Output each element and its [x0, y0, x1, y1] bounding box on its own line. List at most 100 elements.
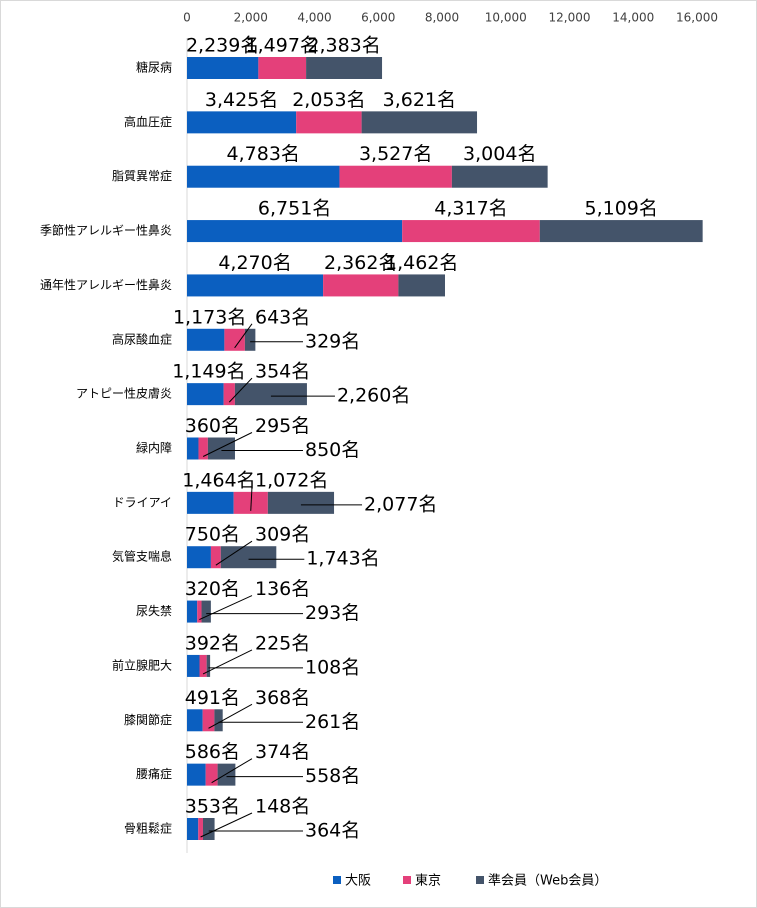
leader-line — [215, 540, 253, 566]
category-label: ドライアイ — [113, 495, 172, 509]
bar-segment — [323, 274, 399, 297]
legend-swatch — [476, 876, 484, 884]
bar-segment — [223, 383, 235, 406]
bar-segment — [197, 600, 202, 623]
data-label: 2,383名 — [307, 35, 380, 57]
data-label: 586名 — [185, 741, 240, 763]
data-label: 1,497名 — [246, 35, 319, 57]
bar-segment — [339, 165, 452, 188]
bar-segment — [187, 437, 199, 460]
bar-segment — [244, 328, 256, 351]
data-label: 136名 — [255, 578, 310, 600]
data-label: 293名 — [305, 602, 360, 624]
data-label: 354名 — [255, 361, 310, 383]
x-tick-label: 0 — [183, 11, 191, 25]
data-label: 360名 — [185, 415, 240, 437]
bar-segment — [306, 57, 383, 79]
data-label: 3,425名 — [205, 89, 278, 111]
bar-segment — [187, 763, 206, 786]
legend-label: 大阪 — [345, 874, 371, 889]
bar-segment — [187, 383, 224, 406]
category-label: アトピー性皮膚炎 — [76, 386, 172, 401]
legend-label: 準会員（Web会員） — [488, 873, 607, 889]
bar-segment — [224, 328, 245, 351]
bar-segment — [187, 328, 225, 351]
category-label: 高血圧症 — [124, 114, 172, 129]
data-label: 374名 — [255, 741, 310, 763]
legend-swatch — [333, 876, 341, 884]
category-label: 気管支喘息 — [112, 549, 172, 564]
bar-segment — [267, 491, 335, 514]
bar-segment — [217, 763, 236, 786]
data-label: 225名 — [255, 632, 310, 654]
category-label: 前立腺肥大 — [112, 657, 172, 672]
data-label: 1,173名 — [173, 306, 246, 328]
category-label: 季節性アレルギー性鼻炎 — [40, 223, 172, 238]
bar-segment — [187, 546, 211, 569]
leader-line — [199, 595, 253, 621]
bar-segment — [199, 654, 207, 677]
data-label: 4,317名 — [434, 198, 507, 220]
data-label: 1,149名 — [172, 361, 245, 383]
leader-line — [211, 758, 253, 784]
leader-line — [234, 323, 253, 349]
bar-segment — [202, 709, 215, 732]
bar-segment — [210, 546, 221, 569]
bar-segment — [187, 654, 200, 677]
leader-line — [202, 649, 253, 675]
data-label: 558名 — [305, 765, 360, 787]
leader-line — [200, 812, 253, 838]
data-label: 4,783名 — [227, 143, 300, 165]
bar-segment — [214, 709, 223, 732]
data-label: 148名 — [255, 796, 310, 818]
leader-line — [228, 377, 253, 403]
data-label: 5,109名 — [585, 198, 658, 220]
data-label: 261名 — [305, 711, 360, 733]
data-label: 1,464名 — [182, 469, 255, 491]
bar-segment — [187, 57, 259, 79]
x-tick-label: 14,000 — [612, 11, 654, 25]
bar-segment — [539, 220, 703, 243]
x-tick-label: 4,000 — [297, 11, 331, 25]
data-label: 1,462名 — [385, 252, 458, 274]
bar-segment — [187, 709, 203, 732]
data-label: 491名 — [185, 687, 240, 709]
data-label: 108名 — [305, 656, 360, 678]
leader-line — [208, 703, 253, 729]
bar-segment — [398, 274, 445, 297]
category-label: 高尿酸血症 — [112, 331, 172, 346]
data-label: 643名 — [255, 306, 310, 328]
bar-segment — [234, 383, 307, 406]
data-label: 3,004名 — [463, 143, 536, 165]
bar-segment — [201, 600, 211, 623]
data-label: 329名 — [305, 330, 360, 352]
x-tick-label: 8,000 — [425, 11, 459, 25]
data-label: 392名 — [185, 632, 240, 654]
category-label: 脂質異常症 — [112, 168, 172, 183]
category-label: 膝関節症 — [124, 712, 172, 727]
data-label: 750名 — [185, 524, 240, 546]
category-label: 尿失禁 — [136, 603, 172, 618]
bar-segment — [202, 818, 215, 840]
data-label: 3,621名 — [383, 89, 456, 111]
bar-segment — [187, 220, 403, 243]
bar-segment — [207, 437, 235, 460]
data-label: 4,270名 — [218, 252, 291, 274]
x-tick-label: 10,000 — [485, 11, 527, 25]
bar-segment — [187, 274, 324, 297]
data-label: 364名 — [305, 820, 360, 842]
data-label: 368名 — [255, 687, 310, 709]
data-label: 2,239名 — [186, 35, 259, 57]
data-label: 1,743名 — [306, 548, 379, 570]
data-label: 309名 — [255, 524, 310, 546]
bar-segment — [198, 818, 203, 840]
data-label: 2,053名 — [292, 89, 365, 111]
bar-segment — [296, 111, 362, 134]
leader-line — [202, 432, 253, 457]
bar-segment — [206, 654, 211, 677]
x-tick-label: 12,000 — [549, 11, 591, 25]
data-label: 353名 — [185, 796, 240, 818]
bar-segment — [361, 111, 478, 134]
